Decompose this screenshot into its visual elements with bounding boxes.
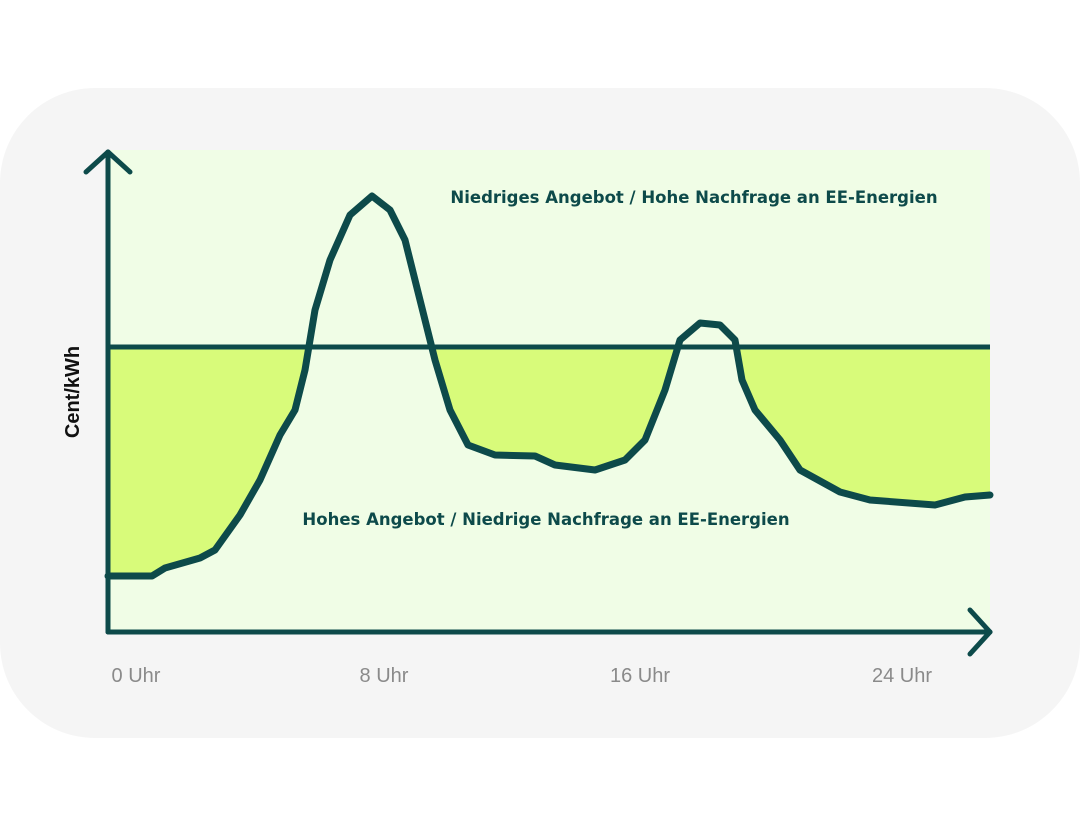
x-arrow	[967, 607, 993, 657]
y-arrow	[83, 149, 133, 175]
x-label: 24 Uhr	[872, 665, 932, 687]
lower-zone-label: Hohes Angebot / Niedrige Nachfrage an EE…	[302, 510, 789, 529]
x-label: 8 Uhr	[360, 665, 409, 687]
y-axis-label: Cent/kWh	[62, 346, 84, 438]
upper-zone-label: Niedriges Angebot / Hohe Nachfrage an EE…	[450, 188, 937, 207]
axes	[83, 149, 993, 657]
x-label: 16 Uhr	[610, 665, 670, 687]
price-curve	[104, 192, 994, 580]
x-label: 0 Uhr	[112, 665, 161, 687]
